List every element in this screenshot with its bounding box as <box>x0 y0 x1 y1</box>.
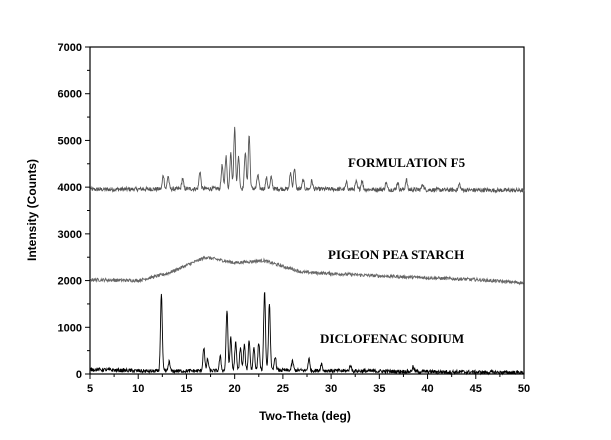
y-axis-title: Intensity (Counts) <box>25 159 39 261</box>
x-tick-label: 50 <box>518 383 530 395</box>
x-axis-title: Two-Theta (deg) <box>259 409 351 423</box>
series-label-1: PIGEON PEA STARCH <box>328 247 464 262</box>
y-tick-label: 5000 <box>58 135 82 147</box>
plot-frame <box>89 46 525 375</box>
series-label-0: FORMULATION F5 <box>348 155 466 170</box>
series-layer <box>89 126 525 376</box>
series-line-0 <box>89 126 525 194</box>
y-tick-label: 1000 <box>58 322 82 334</box>
x-tick-label: 10 <box>132 383 144 395</box>
plot-border <box>89 46 525 375</box>
y-tick-label: 3000 <box>58 229 82 241</box>
x-tick-label: 30 <box>325 383 337 395</box>
x-tick-label: 40 <box>421 383 433 395</box>
y-tick-label: 2000 <box>58 276 82 288</box>
x-tick-label: 45 <box>470 383 482 395</box>
y-tick-label: 7000 <box>58 42 82 54</box>
y-tick-label: 4000 <box>58 182 82 194</box>
series-line-1 <box>89 255 525 286</box>
x-tick-label: 35 <box>373 383 385 395</box>
x-tick-label: 5 <box>87 383 93 395</box>
x-tick-label: 15 <box>180 383 192 395</box>
series-line-2 <box>89 292 525 376</box>
y-axis: 0 1000 2000 3000 4000 5000 6000 7000 <box>58 42 90 381</box>
series-labels: FORMULATION F5 PIGEON PEA STARCH DICLOFENA… <box>320 155 466 346</box>
x-tick-label: 25 <box>277 383 289 395</box>
y-tick-label: 0 <box>76 369 82 381</box>
x-tick-label: 20 <box>229 383 241 395</box>
y-tick-label: 6000 <box>58 89 82 101</box>
x-axis: 5 10 15 20 25 30 35 40 45 50 <box>87 374 530 395</box>
series-label-2: DICLOFENAC SODIUM <box>320 331 464 346</box>
